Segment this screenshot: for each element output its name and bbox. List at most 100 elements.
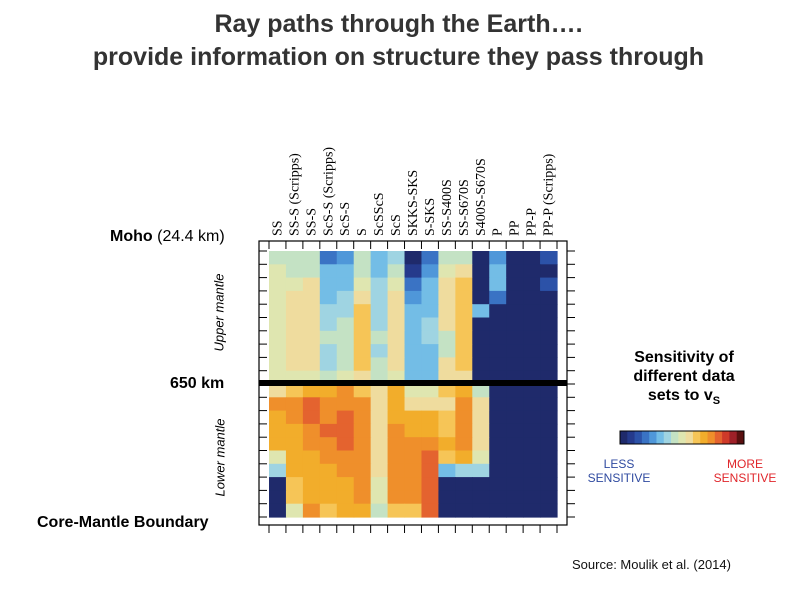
heatmap-cell (472, 463, 490, 478)
heatmap-cell (269, 423, 287, 438)
heatmap-cell (455, 410, 473, 425)
legend-swatch (656, 431, 665, 444)
legend-swatch (722, 431, 730, 444)
heatmap-cell (285, 423, 304, 438)
heatmap-cell (421, 397, 440, 412)
x-tick-label: SS-S (Scripps) (287, 153, 302, 236)
x-tick-label: ScS (389, 214, 404, 236)
heatmap-cell (302, 463, 321, 478)
heatmap-cell (319, 437, 338, 452)
heatmap-cell (269, 477, 287, 491)
heatmap-cell (285, 450, 304, 465)
heatmap-cell (438, 357, 456, 372)
heatmap-cell (489, 450, 507, 465)
heatmap-cell (319, 463, 338, 478)
heatmap-cell (285, 384, 304, 398)
heatmap-cell (472, 477, 490, 491)
heatmap-cell (404, 251, 423, 265)
heatmap-cell (387, 463, 406, 478)
x-tick-label: SS-S (304, 208, 319, 236)
x-tick-label: PP-P (Scripps) (542, 153, 557, 236)
heatmap-cell (336, 344, 355, 358)
heatmap-cell (421, 304, 440, 319)
heatmap-cell (302, 330, 321, 345)
heatmap-cell (540, 384, 558, 398)
heatmap-cell (455, 437, 473, 452)
legend-swatch (736, 431, 745, 444)
heatmap-cell (336, 330, 355, 345)
heatmap-cell (319, 397, 338, 412)
x-tick-label: ScS-S (338, 202, 353, 236)
heatmap-cell (387, 357, 406, 372)
x-tick-label: S-SKS (423, 198, 438, 236)
heatmap-cell (540, 304, 558, 319)
core-mantle-boundary-label: Core-Mantle Boundary (37, 514, 209, 531)
title-line-1: Ray paths through the Earth…. (214, 10, 583, 38)
heatmap-cell (421, 490, 440, 505)
heatmap-cell (285, 410, 304, 425)
heatmap-cell (302, 437, 321, 452)
heatmap-cell (269, 344, 287, 358)
heatmap-cell (302, 384, 321, 398)
x-tick-label: P (491, 228, 506, 236)
heatmap-cell (353, 251, 372, 265)
heatmap-cell (319, 410, 338, 425)
heatmap-cell (302, 410, 321, 425)
heatmap-cell (523, 264, 541, 279)
heatmap-cell (472, 450, 490, 465)
heatmap-cell (489, 437, 507, 452)
heatmap-cell (285, 437, 304, 452)
heatmap-cell (269, 304, 287, 319)
heatmap-cell (353, 304, 372, 319)
heatmap-cell (421, 264, 440, 279)
heatmap-cell (285, 357, 304, 372)
source-note: Source: Moulik et al. (2014) (572, 557, 731, 572)
chart-title: Ray paths through the Earth…. provide in… (0, 8, 797, 74)
heatmap-cell (438, 290, 456, 305)
heatmap-cell (455, 477, 473, 491)
heatmap-cell (421, 357, 440, 372)
lower-mantle-label: Lower mantle (212, 418, 228, 497)
heatmap-cell (472, 330, 490, 345)
heatmap-cell (404, 277, 423, 292)
heatmap-cell (353, 423, 372, 438)
moho-label: Moho (24.4 km) (110, 228, 225, 245)
heatmap-cell (540, 357, 558, 372)
heatmap-cell (438, 503, 456, 518)
legend-swatch (641, 431, 650, 444)
heatmap-cell (489, 503, 507, 518)
heatmap-cell (336, 251, 355, 265)
heatmap-cell (370, 437, 389, 452)
heatmap-cell (319, 317, 338, 332)
heatmap-cell (302, 357, 321, 372)
heatmap-cell (285, 490, 304, 505)
heatmap-cell (353, 290, 372, 305)
heatmap-cell (319, 277, 338, 292)
heatmap-cell (404, 384, 423, 398)
heatmap-cell (438, 477, 456, 491)
heatmap-cell (319, 304, 338, 319)
heatmap-cell (523, 490, 541, 505)
heatmap-cell (269, 251, 287, 265)
heatmap-cell (523, 384, 541, 398)
heatmap-cell (455, 317, 473, 332)
heatmap-cell (421, 450, 440, 465)
heatmap-cell (489, 317, 507, 332)
heatmap-cell (472, 317, 490, 332)
heatmap-cell (387, 450, 406, 465)
heatmap-cell (336, 290, 355, 305)
heatmap-cell (370, 450, 389, 465)
heatmap-cell (302, 290, 321, 305)
heatmap-cell (523, 317, 541, 332)
heatmap-cell (438, 304, 456, 319)
heatmap-cell (421, 384, 440, 398)
heatmap-cell (489, 423, 507, 438)
heatmap-cell (404, 317, 423, 332)
heatmap-cell (455, 344, 473, 358)
x-tick-label: SS-S670S (457, 179, 472, 236)
heatmap-cell (302, 397, 321, 412)
heatmap-cell (302, 423, 321, 438)
heatmap-cell (421, 503, 440, 518)
heatmap-cell (353, 397, 372, 412)
heatmap-cell (421, 437, 440, 452)
